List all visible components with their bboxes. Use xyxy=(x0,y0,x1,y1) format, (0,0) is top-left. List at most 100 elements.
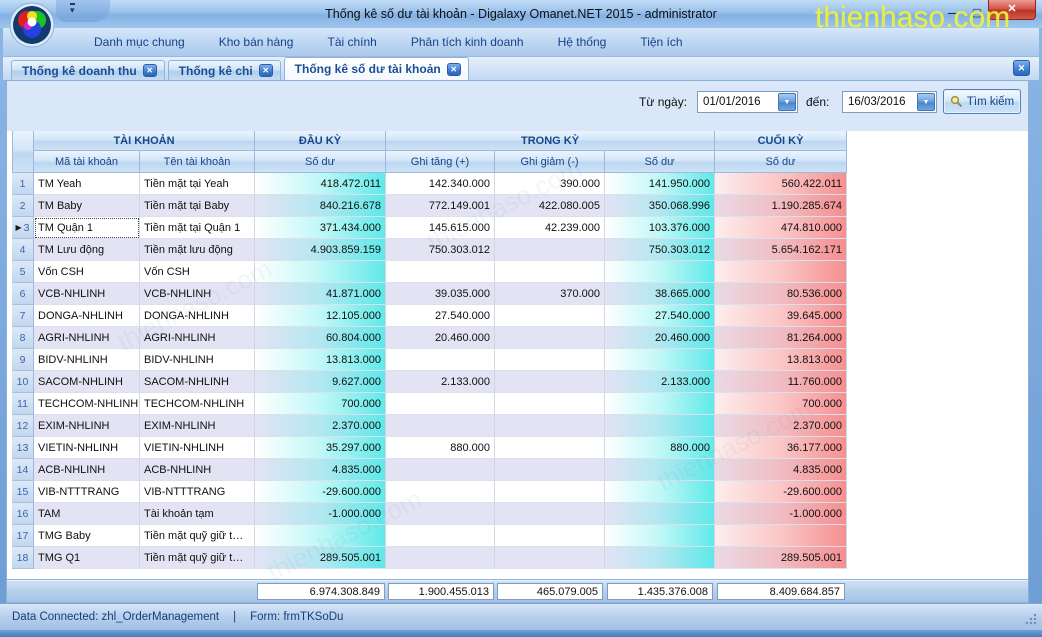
chevron-down-icon[interactable]: ▼ xyxy=(917,93,935,111)
row-indicator[interactable]: 2 xyxy=(12,195,34,217)
table-row[interactable]: 11 TECHCOM-NHLINH TECHCOM-NHLINH 700.000 700… xyxy=(12,393,847,415)
cell-account-code[interactable]: Vốn CSH xyxy=(34,261,140,283)
cell-closing-balance[interactable]: 36.177.000 xyxy=(715,437,847,459)
cell-account-name[interactable]: TECHCOM-NHLINH xyxy=(140,393,255,415)
cell-increase[interactable]: 145.615.000 xyxy=(386,217,495,239)
cell-opening-balance[interactable]: 700.000 xyxy=(255,393,386,415)
cell-opening-balance[interactable]: 41.871.000 xyxy=(255,283,386,305)
column-header-period-balance[interactable]: Số dư xyxy=(605,151,715,173)
cell-opening-balance[interactable]: 4.903.859.159 xyxy=(255,239,386,261)
row-indicator[interactable]: ▶ 3 xyxy=(12,217,34,239)
cell-increase[interactable]: 880.000 xyxy=(386,437,495,459)
cell-account-name[interactable]: Tiền mặt tại Yeah xyxy=(140,173,255,195)
cell-closing-balance[interactable] xyxy=(715,261,847,283)
tab-close-icon[interactable]: ✕ xyxy=(446,62,461,76)
cell-opening-balance[interactable]: 840.216.678 xyxy=(255,195,386,217)
cell-increase[interactable] xyxy=(386,349,495,371)
cell-closing-balance[interactable]: 11.760.000 xyxy=(715,371,847,393)
cell-opening-balance[interactable]: 60.804.000 xyxy=(255,327,386,349)
cell-closing-balance[interactable]: 4.835.000 xyxy=(715,459,847,481)
cell-opening-balance[interactable]: 4.835.000 xyxy=(255,459,386,481)
cell-account-name[interactable]: SACOM-NHLINH xyxy=(140,371,255,393)
cell-decrease[interactable] xyxy=(495,547,605,569)
cell-period-balance[interactable]: 2.133.000 xyxy=(605,371,715,393)
cell-account-name[interactable]: VIB-NTTTRANG xyxy=(140,481,255,503)
cell-decrease[interactable] xyxy=(495,239,605,261)
table-row[interactable]: 17 TMG Baby Tiền mặt quỹ giữ t… xyxy=(12,525,847,547)
cell-closing-balance[interactable]: 474.810.000 xyxy=(715,217,847,239)
cell-period-balance[interactable]: 20.460.000 xyxy=(605,327,715,349)
cell-increase[interactable] xyxy=(386,393,495,415)
row-indicator[interactable]: 18 xyxy=(12,547,34,569)
cell-period-balance[interactable] xyxy=(605,525,715,547)
cell-closing-balance[interactable]: 81.264.000 xyxy=(715,327,847,349)
menu-item-tien-ich[interactable]: Tiện ích xyxy=(640,35,683,49)
cell-period-balance[interactable]: 880.000 xyxy=(605,437,715,459)
cell-decrease[interactable] xyxy=(495,393,605,415)
column-header-increase[interactable]: Ghi tăng (+) xyxy=(386,151,495,173)
cell-account-code[interactable]: TM Quận 1 xyxy=(34,217,140,239)
cell-closing-balance[interactable]: -1.000.000 xyxy=(715,503,847,525)
menu-item-he-thong[interactable]: Hệ thống xyxy=(557,35,607,49)
to-date-picker[interactable]: 16/03/2016 ▼ xyxy=(842,91,937,113)
row-indicator[interactable]: 5 xyxy=(12,261,34,283)
table-row[interactable]: ▶ 3 TM Quận 1 Tiền mặt tại Quận 1 371.434.00… xyxy=(12,217,847,239)
cell-increase[interactable]: 20.460.000 xyxy=(386,327,495,349)
row-indicator[interactable]: 17 xyxy=(12,525,34,547)
tab-thong-ke-chi[interactable]: Thống kê chi ✕ xyxy=(167,60,281,80)
cell-closing-balance[interactable]: 5.654.162.171 xyxy=(715,239,847,261)
cell-account-name[interactable]: BIDV-NHLINH xyxy=(140,349,255,371)
cell-account-code[interactable]: EXIM-NHLINH xyxy=(34,415,140,437)
cell-period-balance[interactable]: 750.303.012 xyxy=(605,239,715,261)
cell-opening-balance[interactable]: 2.370.000 xyxy=(255,415,386,437)
tabstrip-close-button[interactable]: ✕ xyxy=(1013,60,1030,76)
cell-opening-balance[interactable]: 289.505.001 xyxy=(255,547,386,569)
row-indicator[interactable]: 11 xyxy=(12,393,34,415)
cell-account-name[interactable]: Tiền mặt tại Baby xyxy=(140,195,255,217)
cell-account-code[interactable]: VCB-NHLINH xyxy=(34,283,140,305)
group-header-period[interactable]: TRONG KỲ xyxy=(386,131,715,151)
cell-period-balance[interactable]: 27.540.000 xyxy=(605,305,715,327)
cell-increase[interactable]: 2.133.000 xyxy=(386,371,495,393)
cell-increase[interactable] xyxy=(386,481,495,503)
menu-item-danh-muc-chung[interactable]: Danh mục chung xyxy=(94,35,185,49)
cell-account-name[interactable]: VIETIN-NHLINH xyxy=(140,437,255,459)
table-row[interactable]: 14 ACB-NHLINH ACB-NHLINH 4.835.000 4.835.000 xyxy=(12,459,847,481)
cell-increase[interactable] xyxy=(386,261,495,283)
row-indicator[interactable]: 10 xyxy=(12,371,34,393)
cell-account-name[interactable]: VCB-NHLINH xyxy=(140,283,255,305)
cell-account-code[interactable]: SACOM-NHLINH xyxy=(34,371,140,393)
cell-decrease[interactable] xyxy=(495,437,605,459)
cell-opening-balance[interactable]: 35.297.000 xyxy=(255,437,386,459)
table-row[interactable]: 1 TM Yeah Tiền mặt tại Yeah 418.472.011 142.… xyxy=(12,173,847,195)
cell-increase[interactable]: 39.035.000 xyxy=(386,283,495,305)
table-row[interactable]: 8 AGRI-NHLINH AGRI-NHLINH 60.804.000 20.460.… xyxy=(12,327,847,349)
table-row[interactable]: 7 DONGA-NHLINH DONGA-NHLINH 12.105.000 27.54… xyxy=(12,305,847,327)
cell-closing-balance[interactable]: 13.813.000 xyxy=(715,349,847,371)
row-indicator[interactable]: 15 xyxy=(12,481,34,503)
table-row[interactable]: 15 VIB-NTTTRANG VIB-NTTTRANG -29.600.000 -29… xyxy=(12,481,847,503)
cell-decrease[interactable]: 370.000 xyxy=(495,283,605,305)
row-indicator[interactable]: 13 xyxy=(12,437,34,459)
cell-opening-balance[interactable] xyxy=(255,261,386,283)
cell-increase[interactable] xyxy=(386,415,495,437)
cell-decrease[interactable]: 390.000 xyxy=(495,173,605,195)
cell-account-code[interactable]: ACB-NHLINH xyxy=(34,459,140,481)
table-row[interactable]: 18 TMG Q1 Tiền mặt quỹ giữ t… 289.505.001 28… xyxy=(12,547,847,569)
cell-increase[interactable]: 27.540.000 xyxy=(386,305,495,327)
cell-account-name[interactable]: AGRI-NHLINH xyxy=(140,327,255,349)
cell-decrease[interactable] xyxy=(495,305,605,327)
cell-opening-balance[interactable]: 13.813.000 xyxy=(255,349,386,371)
row-indicator[interactable]: 9 xyxy=(12,349,34,371)
cell-account-code[interactable]: VIETIN-NHLINH xyxy=(34,437,140,459)
from-date-picker[interactable]: 01/01/2016 ▼ xyxy=(697,91,798,113)
close-button[interactable]: ✕ xyxy=(988,0,1036,20)
menu-item-phan-tich-kinh-doanh[interactable]: Phân tích kinh doanh xyxy=(410,35,524,49)
cell-period-balance[interactable] xyxy=(605,503,715,525)
row-indicator[interactable]: 1 xyxy=(12,173,34,195)
cell-account-name[interactable]: EXIM-NHLINH xyxy=(140,415,255,437)
resize-grip[interactable] xyxy=(1024,612,1037,625)
cell-account-code[interactable]: TM Lưu động xyxy=(34,239,140,261)
cell-account-name[interactable]: Tiền mặt tại Quận 1 xyxy=(140,217,255,239)
chevron-down-icon[interactable]: ▼ xyxy=(778,93,796,111)
